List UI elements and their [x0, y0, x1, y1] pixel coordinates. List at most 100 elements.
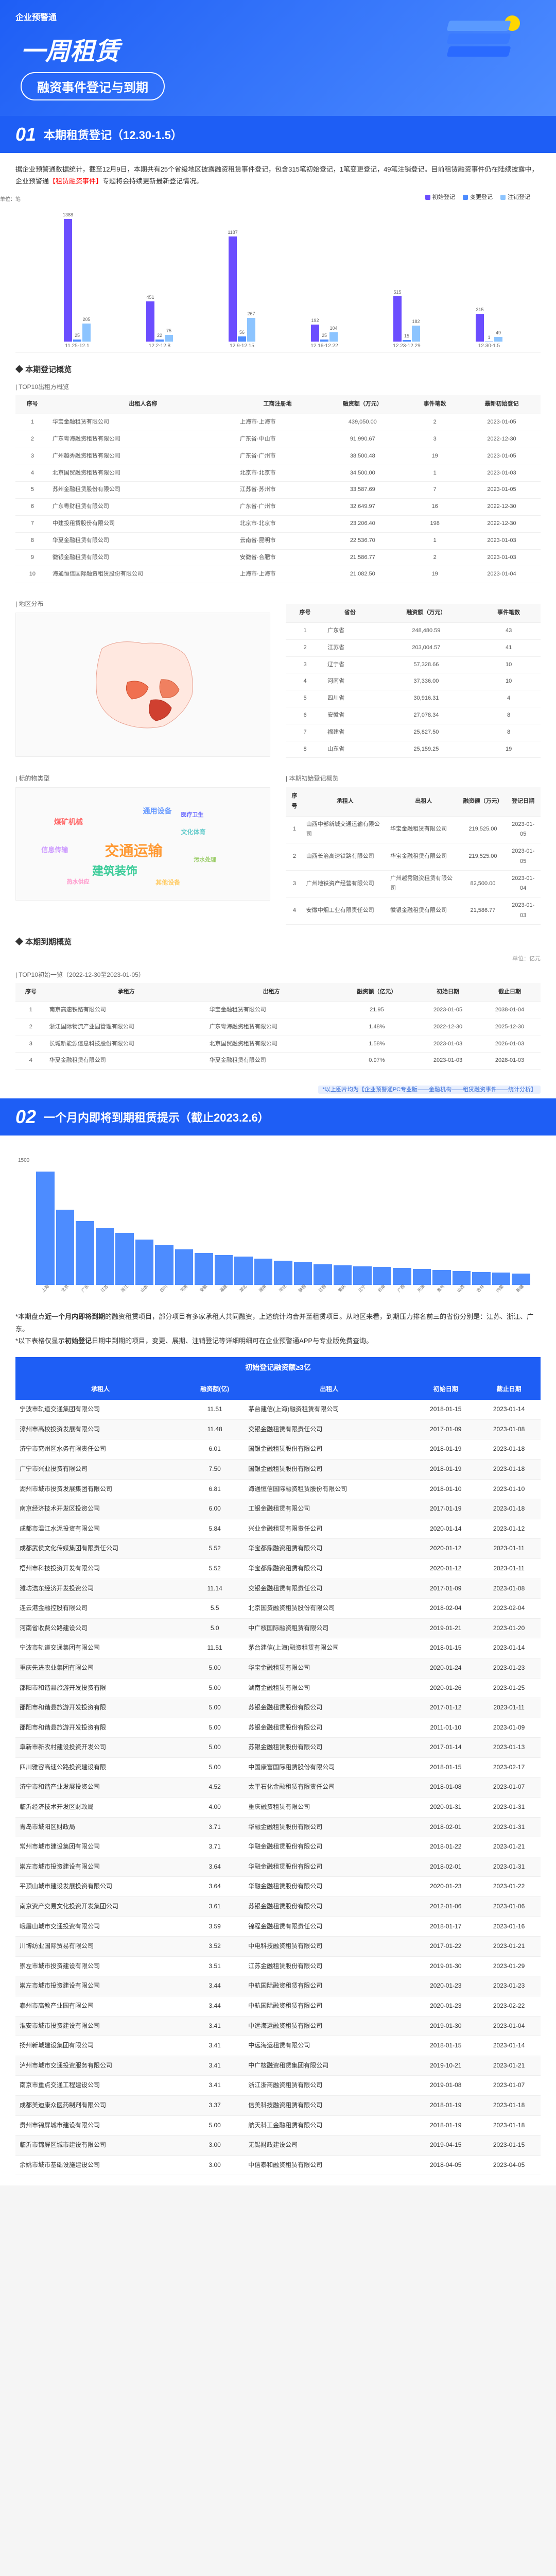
bar	[36, 1172, 55, 1285]
word-item: 热水供应	[67, 877, 90, 888]
bar-chart-1: 单位：笔 初始登记变更登记注销登记 13882520511.25-12.1451…	[15, 198, 541, 352]
bar-chart-2: 1500 上海北京广东江苏浙江山东四川河南安徽福建湖北湖南河北陕西江西重庆辽宁云…	[15, 1156, 541, 1300]
table-row: 连云港金融控股有限公司5.5北京国资融资租赁股份有限公司2018-02-0420…	[15, 1599, 541, 1619]
section2-desc: *本期盘点近一个月内即将到期的融资租赁项目，部分项目有多家承租人共同融资，上述统…	[15, 1311, 541, 1347]
table-row: 四川雅容高速公路投资建设有限5.00中国康富国际租赁股份有限公司2018-01-…	[15, 1757, 541, 1777]
legend-item: 注销登记	[500, 193, 530, 203]
table-row: 5四川省30,916.314	[286, 690, 541, 707]
table-row: 临沂市锦屏区城市建设有限公司3.00无锡财政建设公司2019-04-152023…	[15, 2136, 541, 2156]
table-row: 南京市重点交通工程建设公司3.41浙江浙商融资租赁有限公司2019-01-082…	[15, 2076, 541, 2096]
chart1-legend: 初始登记变更登记注销登记	[418, 193, 530, 203]
table-row: 余姚市城市基础设施建设公司3.00中信泰和融资租赁有限公司2018-04-052…	[15, 2155, 541, 2175]
bar	[155, 1245, 173, 1285]
table-row: 1山西中部新城交通运输有限公司华宝金融租赁有限公司219,525.002023-…	[286, 816, 541, 843]
table-row: 邵阳市和谐县旅游开发投资有限5.00湖南金融租赁有限公司2020-01-2620…	[15, 1678, 541, 1698]
word-item: 文化体育	[181, 827, 205, 838]
section1-header: 01 本期租赁登记（12.30-1.5）	[0, 116, 556, 153]
table-row: 崇左市城市投资建设有限公司3.44中航国际融资租赁有限公司2020-01-232…	[15, 1976, 541, 1996]
region-table: 序号省份融资额（万元）事件笔数1广东省248,480.59432江苏省203,0…	[286, 604, 541, 758]
section1-number: 01	[15, 124, 36, 145]
table-row: 1广东省248,480.5943	[286, 622, 541, 639]
legend-item: 初始登记	[425, 193, 455, 203]
bar: 75	[165, 335, 173, 342]
table-row: 阜新市新农村建设投资开发公司5.00苏银金融租赁股份有限公司2017-01-14…	[15, 1738, 541, 1758]
word-item: 煤矿机械	[54, 816, 83, 828]
wordcloud: 交通运输建筑装饰煤矿机械通用设备信息传输文化体育其他设备污水处理热水供应医疗卫生	[15, 787, 270, 901]
table-row: 4华夏金融租赁有限公司华夏金融租赁有限公司0.97%2023-01-032028…	[15, 1053, 541, 1070]
table-row: 泰州市高教产业园有限公司3.44中航国际融资租赁有限公司2020-01-2320…	[15, 1996, 541, 2016]
table-row: 1南京高速铁路有限公司华宝金融租赁有限公司21.952023-01-052038…	[15, 1002, 541, 1019]
bar: 515	[393, 296, 402, 342]
china-map	[15, 613, 270, 757]
table-row: 3长城新能源信息科技股份有限公司北京国贸融资租赁有限公司1.58%2023-01…	[15, 1036, 541, 1053]
bar-group: 31514912.30-1.5	[476, 314, 502, 342]
lessor-table: 序号出租人名称工商注册地融资额（万元）事件笔数最新初始登记1华宝金融租赁有限公司…	[15, 395, 541, 583]
table-row: 南京资产交易文化投资开发集团公司3.61苏银金融租赁股份有限公司2012-01-…	[15, 1897, 541, 1917]
table-row: 4北京国贸融资租赁有限公司北京市·北京市34,500.0012023-01-03	[15, 465, 541, 482]
table-row: 6安徽省27,078.348	[286, 707, 541, 724]
bar	[56, 1210, 75, 1285]
bar: 267	[247, 318, 255, 342]
overview2-table: 序号承租方出租方融资额（亿元）初始日期截止日期1南京高速铁路有限公司华宝金融租赁…	[15, 983, 541, 1070]
table-row: 6广东粤财租赁有限公司广东省·广州市32,649.97162022-12-30	[15, 499, 541, 516]
table-row: 常州市城市建设集团有限公司3.71华融金融租赁股份有限公司2018-01-222…	[15, 1837, 541, 1857]
table-row: 扬州新城建设集团有限公司3.41中远海运租赁有限公司2018-01-152023…	[15, 2036, 541, 2056]
word-item: 医疗卫生	[181, 810, 203, 821]
region-caption: | 地区分布	[15, 599, 270, 610]
table-row: 河南省收费公路建设公司5.0中广核国际融资租赁有限公司2019-01-21202…	[15, 1618, 541, 1638]
bar: 192	[311, 325, 319, 342]
table-row: 4安徽中烟工业有限责任公司徽银金融租赁有限公司21,586.772023-01-…	[286, 897, 541, 925]
overview2-title: ◆ 本期到期概览	[15, 935, 541, 949]
table-row: 10海通恒信国际融资租赁股份有限公司上海市·上海市21,082.50192023…	[15, 566, 541, 583]
bar	[175, 1249, 194, 1285]
bar: 49	[494, 337, 502, 341]
word-item: 通用设备	[143, 805, 172, 818]
legend-item: 变更登记	[463, 193, 493, 203]
word-item: 建筑装饰	[92, 861, 137, 882]
bar: 56	[238, 336, 246, 342]
table-row: 漳州市高校投资发展有限公司11.48交银金融租赁有限责任公司2017-01-09…	[15, 1419, 541, 1439]
section1-title: 本期租赁登记（12.30-1.5）	[44, 126, 182, 143]
table-row: 广宁市兴业投资有限公司7.50国银金融租赁股份有限公司2018-01-19202…	[15, 1459, 541, 1479]
bar	[115, 1233, 134, 1285]
table-row: 淮安市城市投资建设有限公司3.41中远海运融资租赁有限公司2019-01-302…	[15, 2016, 541, 2036]
bar	[76, 1221, 94, 1285]
table-row: 8华夏金融租赁有限公司云南省·昆明市22,536.7012023-01-03	[15, 532, 541, 549]
section2-content: 1500 上海北京广东江苏浙江山东四川河南安徽福建湖北湖南河北陕西江西重庆辽宁云…	[0, 1136, 556, 2185]
bar-group: 5151518212.23-12.29	[393, 296, 420, 342]
bar	[234, 1257, 253, 1285]
table-row: 9徽银金融租赁有限公司安徽省·合肥市21,586.7722023-01-03	[15, 549, 541, 566]
word-item: 污水处理	[194, 855, 216, 866]
section2-header: 02 一个月内即将到期租赁提示（截止2023.2.6）	[0, 1098, 556, 1136]
table-row: 重庆先进农业集团有限公司5.00华宝金融租赁有限公司2020-01-242023…	[15, 1658, 541, 1678]
bar: 1187	[229, 236, 237, 341]
bar: 182	[412, 326, 420, 342]
table-row: 2浙江国际物流产业园管理有限公司广东粤海融资租赁有限公司1.48%2022-12…	[15, 1019, 541, 1036]
table-row: 3广州地铁资产经营有限公司广州越秀融资租赁有限公司82,500.002023-0…	[286, 870, 541, 897]
table-row: 7福建省25,827.508	[286, 724, 541, 741]
wordcloud-caption: | 标的物类型	[15, 773, 270, 785]
page-header: 企业预警通 一周租赁 融资事件登记与到期	[0, 0, 556, 116]
initial-table: 序号承租人出租人融资额（万元）登记日期1山西中部新城交通运输有限公司华宝金融租赁…	[286, 787, 541, 925]
table-row: 泸州市城市交通投资服务有限公司3.41中广核融资租赁集团有限公司2019-10-…	[15, 2056, 541, 2076]
footer-note: *以上图片均为【企业预警通PC专业版——金融机构——租赁融资事件——统计分析】	[0, 1080, 556, 1098]
table-row: 临沂经济技术开发区财政局4.00重庆融资租赁有限公司2020-01-312023…	[15, 1798, 541, 1818]
word-item: 其他设备	[155, 877, 180, 889]
table-row: 潍坊浩东经济开发投资公司11.14交银金融租赁有限责任公司2017-01-092…	[15, 1579, 541, 1599]
table-row: 邵阳市和谐县旅游开发投资有限5.00苏银金融租赁股份有限公司2011-01-10…	[15, 1718, 541, 1738]
table-row: 贵州市锦屏城市建设有限公司5.00航天科工金融租赁有限公司2018-01-192…	[15, 2115, 541, 2136]
table-row: 南京经济技术开发区投资公司6.00工银金融租赁有限公司2017-01-19202…	[15, 1499, 541, 1519]
table-row: 成都市温江水泥投资有限公司5.84兴业金融租赁有限责任公司2020-01-142…	[15, 1519, 541, 1539]
section2-number: 02	[15, 1106, 36, 1128]
table-row: 宁波市轨道交通集团有限公司11.51茅台建信(上海)融资租赁有限公司2018-0…	[15, 1400, 541, 1419]
logo-text: 企业预警通	[15, 10, 57, 23]
bar: 315	[476, 314, 484, 342]
table-row: 7中建投租赁股份有限公司北京市·北京市23,206.401982022-12-3…	[15, 515, 541, 532]
table-row: 宁波市轨道交通集团有限公司11.51茅台建信(上海)融资租赁有限公司2018-0…	[15, 1638, 541, 1658]
bigtable-caption: 初始登记融资额≥3亿	[15, 1357, 541, 1378]
table-row: 成都美迪康众医药制剂有限公司3.37信美科技融资租赁有限公司2018-01-19…	[15, 2095, 541, 2115]
table-row: 济宁市兖州区水务有限责任公司6.01国银金融租赁股份有限公司2018-01-19…	[15, 1439, 541, 1460]
bar	[135, 1240, 154, 1285]
table-row: 湖州市城市投资发展集团有限公司6.81海通恒信国际融资租赁股份有限公司2018-…	[15, 1479, 541, 1499]
table-row: 邵阳市和谐县旅游开发投资有限5.00苏银金融租赁股份有限公司2017-01-12…	[15, 1698, 541, 1718]
